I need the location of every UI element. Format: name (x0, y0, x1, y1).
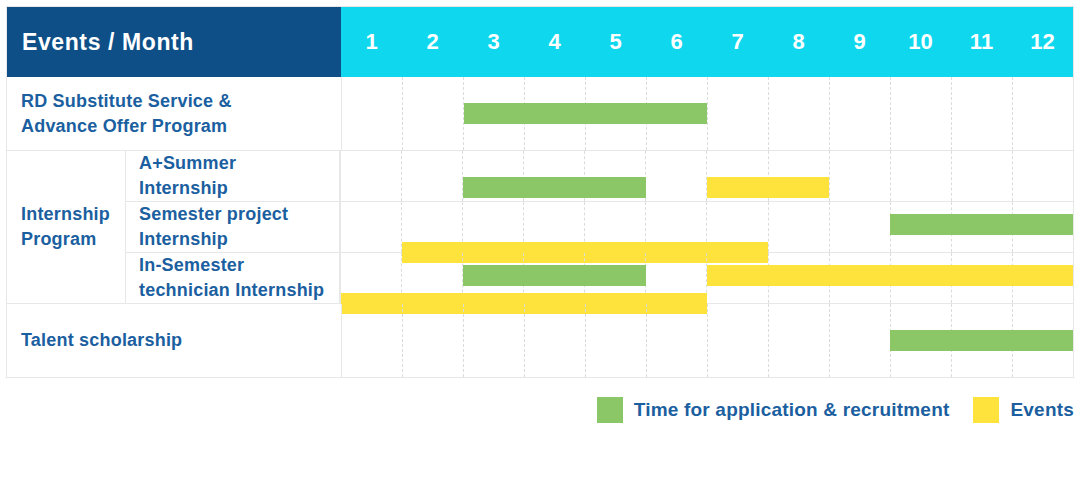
month-column (524, 304, 585, 377)
recruitment-bar (464, 103, 708, 124)
month-header-cell: 9 (829, 7, 890, 77)
row-timeline (341, 304, 1073, 377)
row-label: Talent scholarship (7, 304, 341, 377)
table-row: Talent scholarship (7, 304, 1073, 377)
month-column (342, 77, 402, 150)
table-row: A+SummerInternship (126, 151, 1073, 201)
month-column (402, 77, 463, 150)
row-label: In-Semestertechnician Internship (126, 253, 340, 303)
table-header-row: Events / Month 123456789101112 (7, 7, 1073, 77)
month-column (341, 202, 401, 252)
events-swatch (973, 397, 999, 423)
month-column (829, 151, 890, 201)
month-header-cell: 7 (707, 7, 768, 77)
month-column (1012, 151, 1073, 201)
month-column (341, 151, 401, 201)
month-column (645, 151, 706, 201)
row-label: RD Substitute Service &Advance Offer Pro… (7, 77, 341, 150)
legend: Time for application & recruitment Events (6, 396, 1074, 423)
month-gridlines (342, 77, 1073, 150)
recruitment-bar (890, 214, 1073, 235)
month-header-cell: 8 (768, 7, 829, 77)
table-row: Semester projectInternship (126, 201, 1073, 252)
row-label-line: Internship (139, 227, 339, 252)
month-header-cell: 5 (585, 7, 646, 77)
month-header-cell: 6 (646, 7, 707, 77)
month-column (401, 151, 462, 201)
recruitment-bar (463, 177, 646, 198)
legend-item: Events (973, 397, 1074, 423)
month-header-cell: 12 (1012, 7, 1073, 77)
legend-label: Events (1010, 399, 1074, 421)
legend-item: Time for application & recruitment (597, 397, 950, 423)
gantt-body: RD Substitute Service &Advance Offer Pro… (7, 77, 1073, 377)
row-label-line: In-Semester (139, 253, 339, 278)
month-column (463, 304, 524, 377)
month-column (1012, 77, 1073, 150)
group-label-line: Program (21, 227, 125, 252)
month-header-cell: 10 (890, 7, 951, 77)
month-column (890, 77, 951, 150)
month-column (342, 304, 402, 377)
row-label-line: Talent scholarship (21, 328, 341, 353)
gantt-section: Talent scholarship (7, 303, 1073, 377)
month-column (829, 304, 890, 377)
row-label: Semester projectInternship (126, 202, 340, 252)
month-header-cell: 1 (341, 7, 402, 77)
row-label-line: Advance Offer Program (21, 114, 341, 139)
events-month-header: Events / Month (7, 7, 341, 77)
month-header-cell: 11 (951, 7, 1012, 77)
month-column (768, 77, 829, 150)
month-header-cell: 3 (463, 7, 524, 77)
month-column (951, 77, 1012, 150)
gantt-section: RD Substitute Service &Advance Offer Pro… (7, 77, 1073, 150)
month-column (890, 151, 951, 201)
row-timeline (341, 77, 1073, 150)
recruitment-bar (890, 330, 1073, 351)
group-subrows: A+SummerInternshipSemester projectIntern… (126, 151, 1073, 303)
month-column (768, 202, 829, 252)
recruitment-swatch (597, 397, 623, 423)
row-timeline (340, 202, 1073, 252)
month-column (707, 77, 768, 150)
events-bar (707, 177, 829, 198)
month-column (951, 151, 1012, 201)
month-header-cell: 4 (524, 7, 585, 77)
month-column (402, 304, 463, 377)
row-timeline (340, 151, 1073, 201)
group-label-line: Internship (21, 202, 125, 227)
recruitment-bar (463, 265, 646, 286)
row-label: A+SummerInternship (126, 151, 340, 201)
row-label-line: RD Substitute Service & (21, 89, 341, 114)
row-label-line: Semester project (139, 202, 339, 227)
row-label-line: Internship (139, 176, 339, 201)
table-row: RD Substitute Service &Advance Offer Pro… (7, 77, 1073, 150)
table-row: In-Semestertechnician Internship (126, 252, 1073, 303)
month-column (646, 304, 707, 377)
gantt-table: Events / Month 123456789101112 RD Substi… (6, 6, 1074, 378)
month-column (829, 77, 890, 150)
month-header-cell: 2 (402, 7, 463, 77)
month-column (768, 304, 829, 377)
legend-label: Time for application & recruitment (634, 399, 950, 421)
gantt-section: InternshipProgramA+SummerInternshipSemes… (7, 150, 1073, 303)
row-label-line: A+Summer (139, 151, 339, 176)
month-column (829, 202, 890, 252)
row-label-line: technician Internship (139, 278, 339, 303)
month-column (585, 304, 646, 377)
month-column (707, 304, 768, 377)
gantt-schedule-page: Events / Month 123456789101112 RD Substi… (0, 0, 1080, 494)
group-label: InternshipProgram (7, 151, 126, 303)
events-bar (707, 265, 1073, 286)
month-header-row: 123456789101112 (341, 7, 1073, 77)
row-timeline (340, 253, 1073, 303)
